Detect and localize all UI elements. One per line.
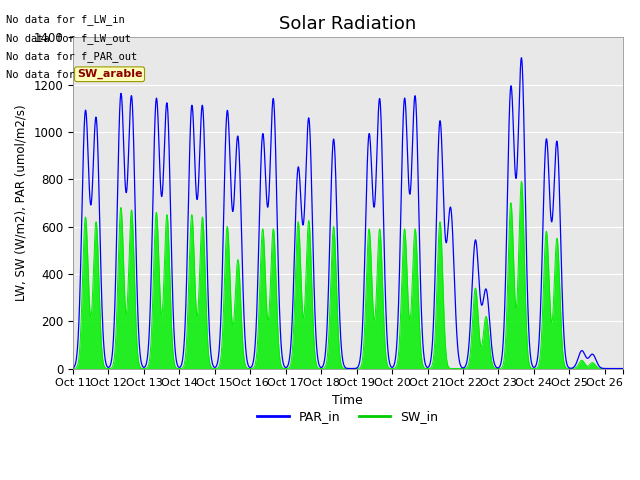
Text: No data for f_SW_out: No data for f_SW_out	[6, 69, 131, 80]
Text: No data for f_LW_out: No data for f_LW_out	[6, 33, 131, 44]
X-axis label: Time: Time	[332, 394, 363, 407]
Text: No data for f_LW_in: No data for f_LW_in	[6, 14, 125, 25]
Title: Solar Radiation: Solar Radiation	[279, 15, 417, 33]
Y-axis label: LW, SW (W/m2), PAR (umol/m2/s): LW, SW (W/m2), PAR (umol/m2/s)	[15, 105, 28, 301]
Text: SW_arable: SW_arable	[77, 69, 142, 79]
Legend: PAR_in, SW_in: PAR_in, SW_in	[252, 406, 444, 429]
Text: No data for f_PAR_out: No data for f_PAR_out	[6, 51, 138, 62]
